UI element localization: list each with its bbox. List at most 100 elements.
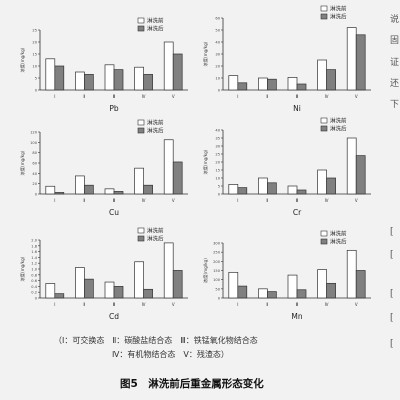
bar (267, 291, 277, 299)
y-tick-label: 2.0 (31, 239, 37, 243)
chart-title: Pb (109, 104, 119, 113)
x-tick-label: Ⅳ (325, 94, 329, 99)
margin-fragment: 下 (390, 100, 400, 110)
legend-label: 淋洗前 (147, 227, 164, 235)
y-tick-label: 50 (215, 287, 220, 291)
bar (104, 188, 115, 195)
legend-swatch (320, 13, 328, 20)
legend-swatch (137, 119, 145, 126)
x-tick-label: Ⅳ (325, 198, 329, 203)
chart-cd: 0 0.2 0.4 0.6 0.81.0 1.2 1.4 1.6 1.82.0 浓度(mg/kg)… (19, 227, 188, 321)
legend-label: 淋洗后 (330, 238, 347, 246)
bar (317, 269, 327, 299)
y-axis-label: 浓度(mg/kg) (19, 47, 26, 72)
y-tick-label: 40 (215, 41, 220, 45)
bar (163, 41, 174, 91)
x-tick-label: Ⅰ (54, 94, 55, 99)
bar (113, 286, 124, 299)
x-tick-label: Ⅳ (142, 302, 146, 307)
y-tick-label: 1.8 (31, 244, 37, 248)
y-axis-label: 浓度(mg/kg) (19, 256, 26, 281)
legend-label: 淋洗后 (147, 127, 164, 135)
bar (75, 71, 85, 91)
x-tick-label: Ⅰ (54, 198, 55, 203)
bar (228, 271, 239, 299)
y-axis-label: 浓度(mg/kg) (202, 41, 209, 66)
bar (267, 78, 277, 91)
bar (296, 189, 307, 195)
y-tick-label: 0 (218, 193, 221, 197)
y-tick-label: 0 (35, 89, 38, 93)
bar (355, 34, 366, 91)
y-tick-label: 100 (30, 141, 38, 145)
bar (84, 278, 94, 299)
legend-swatch (320, 117, 328, 124)
y-tick-label: 15 (215, 169, 220, 173)
bar (172, 270, 183, 299)
legend-swatch (320, 5, 328, 12)
x-tick-label: Ⅲ (113, 94, 116, 99)
margin-fragment: 说 (390, 15, 400, 25)
bar (54, 65, 65, 91)
legend-swatch (137, 227, 145, 234)
y-tick-label: 1.2 (31, 262, 37, 266)
y-tick-label: 1.4 (31, 256, 37, 260)
bar (267, 182, 277, 195)
y-tick-label: 200 (213, 260, 221, 264)
bar (134, 261, 144, 299)
bar (45, 58, 56, 91)
bar (84, 184, 94, 195)
x-tick-label: Ⅰ (237, 94, 238, 99)
bar (163, 139, 174, 195)
bar (326, 282, 336, 299)
x-tick-label: Ⅳ (325, 302, 329, 307)
bar (104, 281, 115, 299)
y-tick-label: 0.8 (31, 273, 37, 277)
y-tick-label: 1.0 (31, 268, 37, 272)
bar (346, 137, 357, 195)
x-tick-label: Ⅱ (83, 302, 85, 307)
x-tick-label: Ⅲ (113, 302, 116, 307)
y-tick-label: 30 (215, 145, 220, 149)
bar (143, 288, 153, 299)
y-tick-label: 40 (215, 129, 220, 133)
bar (54, 192, 65, 195)
bar (228, 184, 239, 195)
y-tick-label: 0 (218, 297, 221, 301)
x-tick-label: Ⅴ (355, 198, 358, 203)
y-tick-label: 20 (32, 41, 37, 45)
legend-swatch (137, 25, 145, 32)
legend-label: 淋洗后 (330, 125, 347, 133)
bar (143, 74, 153, 91)
bar (346, 249, 357, 299)
y-tick-label: 10 (32, 65, 37, 69)
y-tick-label: 0.2 (31, 291, 37, 295)
margin-fragment: [ (390, 313, 394, 323)
bar (113, 69, 124, 91)
y-tick-label: 120 (30, 131, 38, 135)
chart-title: Cu (109, 208, 119, 217)
bar (317, 59, 327, 91)
y-tick-label: 5 (35, 77, 37, 81)
bar (104, 64, 115, 91)
y-tick-label: 250 (213, 251, 221, 255)
legend-swatch (320, 125, 328, 132)
y-tick-label: 20 (215, 65, 220, 69)
bar (228, 75, 239, 91)
y-tick-label: 0 (218, 89, 221, 93)
x-tick-label: Ⅰ (54, 302, 55, 307)
chart-title: Cd (109, 312, 119, 321)
bar (84, 74, 94, 91)
x-tick-label: Ⅳ (142, 198, 146, 203)
x-tick-label: Ⅱ (83, 94, 85, 99)
bar (287, 185, 298, 195)
bar (143, 184, 153, 195)
bar (296, 289, 307, 299)
bar (258, 77, 268, 91)
